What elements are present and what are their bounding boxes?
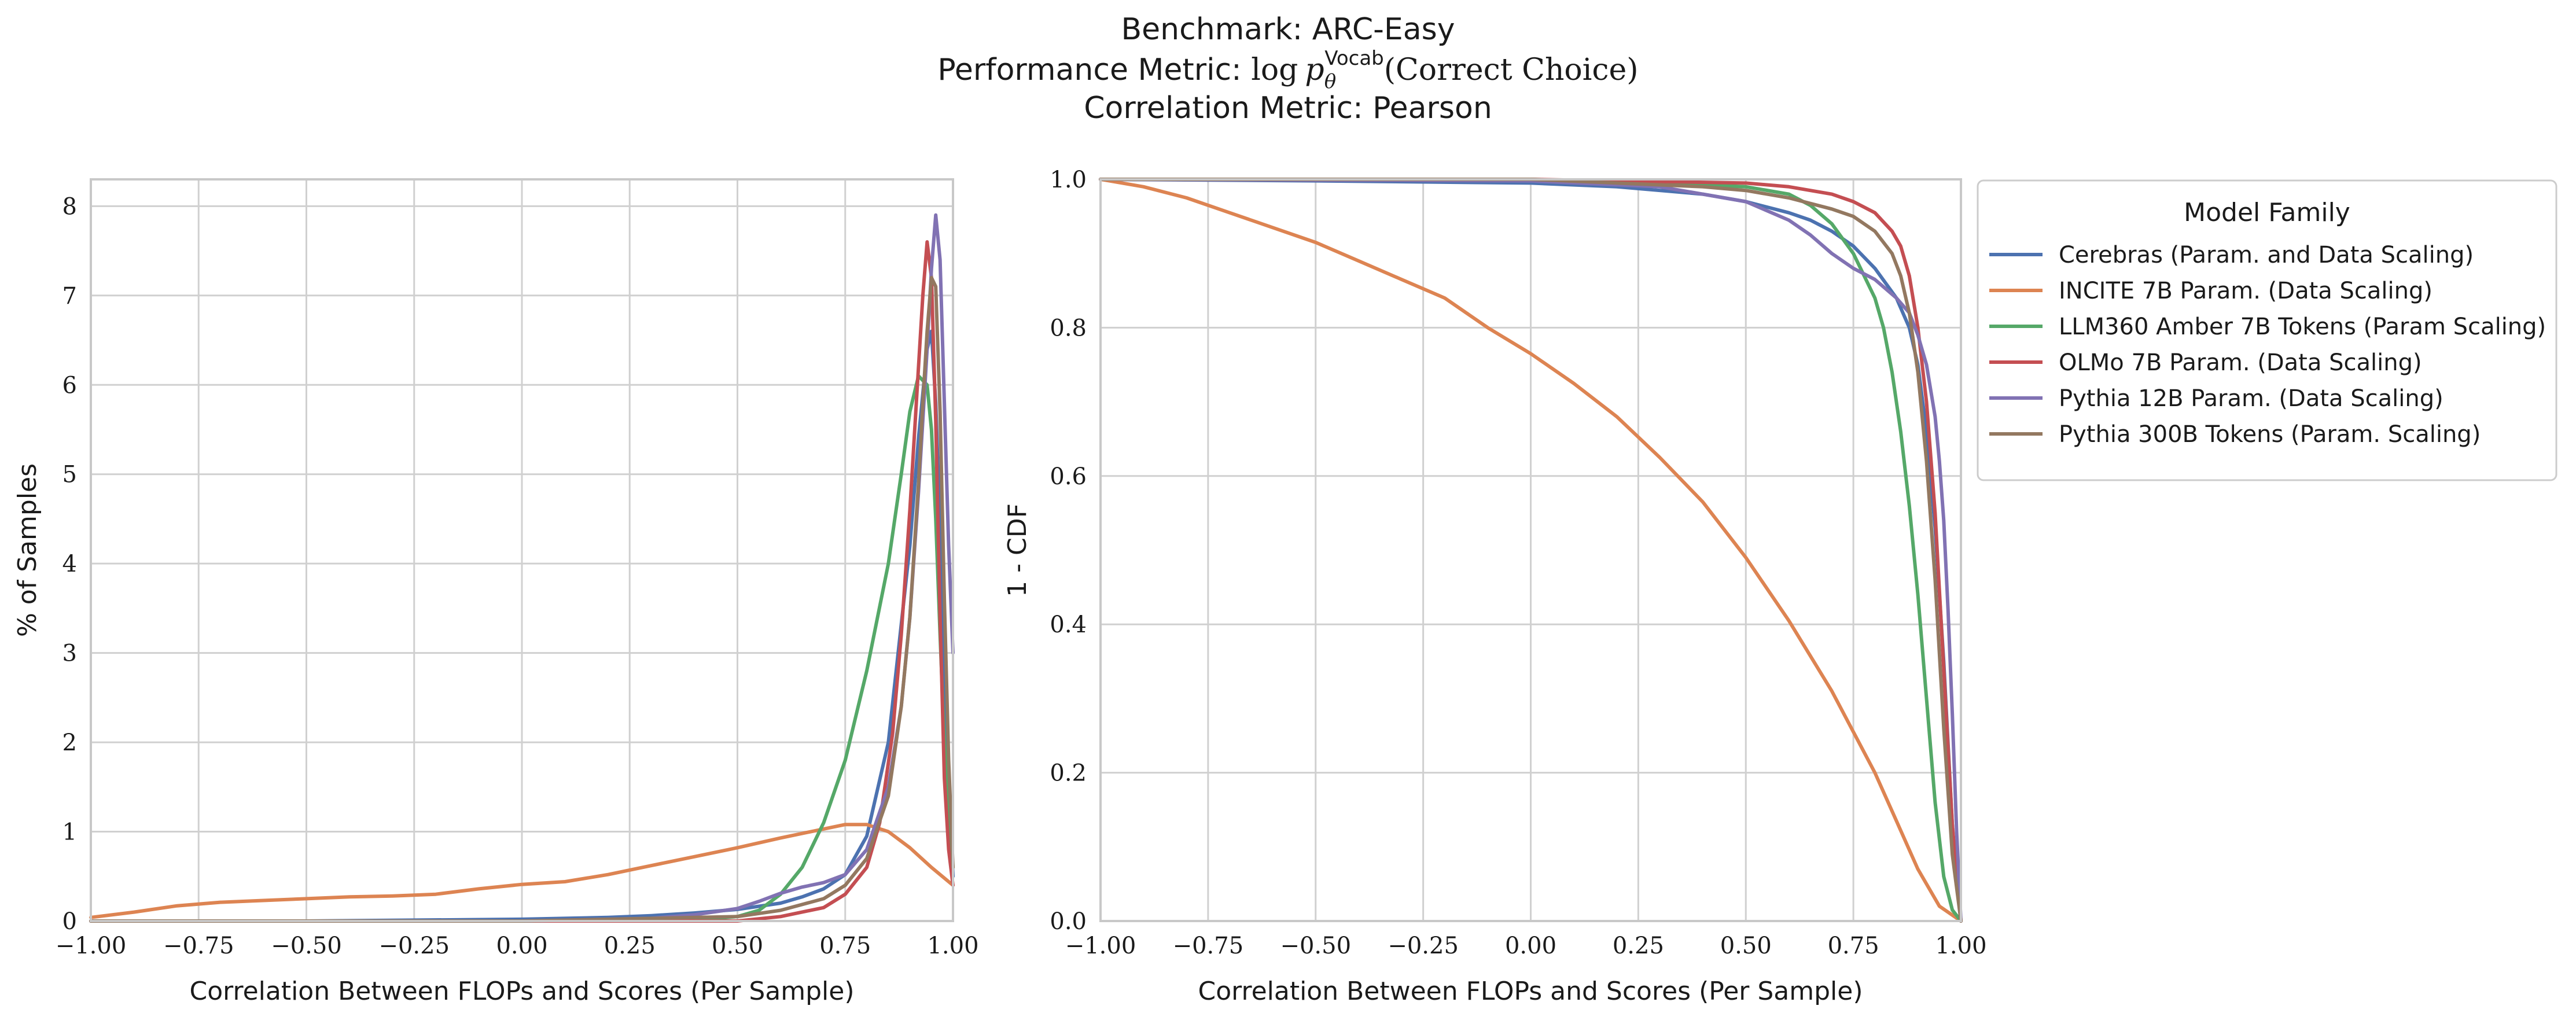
legend: Model Family Cerebras (Param. and Data S…	[1977, 179, 2557, 481]
survival-y-axis-label: 1 - CDF	[1003, 503, 1032, 597]
survival-series-group	[1099, 178, 1963, 923]
kde-y-tick-label: 2	[62, 730, 77, 756]
kde-axes-frame	[90, 178, 954, 922]
kde-x-tick-labels: −1.00 −0.75 −0.50 −0.25 0.00 0.25 0.50 0.75 1.00	[56, 933, 979, 959]
kde-series-pythia300b	[89, 275, 955, 923]
kde-series-incite	[89, 823, 955, 919]
kde-y-tick-label: 0	[62, 908, 77, 935]
survival-series-llm360	[1099, 178, 1963, 923]
survival-x-tick-labels: −1.00 −0.75 −0.50 −0.25 0.00 0.25 0.50 0.75 1.00	[1065, 933, 1987, 959]
legend-entry-pythia12b: Pythia 12B Param. (Data Scaling)	[2059, 385, 2443, 412]
kde-y-tick-label: 8	[62, 193, 77, 220]
title-benchmark: Benchmark: ARC-Easy	[1121, 12, 1455, 47]
kde-x-tick-label: −0.50	[271, 933, 342, 959]
kde-y-tick-label: 3	[62, 640, 77, 667]
kde-x-axis-label: Correlation Between FLOPs and Scores (Pe…	[189, 977, 854, 1006]
kde-x-tick-label: 1.00	[927, 933, 978, 959]
survival-x-tick-label: 0.00	[1505, 933, 1556, 959]
kde-y-tick-label: 6	[62, 372, 77, 399]
legend-frame	[1977, 179, 2557, 481]
legend-entry-pythia300b: Pythia 300B Tokens (Param. Scaling)	[2059, 421, 2481, 448]
survival-x-tick-label: −0.25	[1388, 933, 1459, 959]
survival-x-tick-label: 0.50	[1720, 933, 1772, 959]
survival-series-olmo	[1099, 178, 1963, 923]
survival-x-axis-label: Correlation Between FLOPs and Scores (Pe…	[1198, 977, 1863, 1006]
kde-series-group	[89, 213, 955, 923]
kde-panel: −1.00 −0.75 −0.50 −0.25 0.00 0.25 0.50 0.75 1.00…	[13, 178, 979, 1006]
survival-y-tick-label: 1.0	[1050, 167, 1087, 193]
kde-series-pythia12b	[89, 213, 955, 923]
survival-axes-frame	[1099, 178, 1962, 922]
survival-series-incite	[1099, 178, 1963, 923]
legend-entry-cerebras: Cerebras (Param. and Data Scaling)	[2059, 242, 2474, 268]
kde-series-olmo	[89, 240, 955, 923]
survival-y-tick-label: 0.4	[1050, 612, 1087, 638]
kde-x-tick-label: −0.75	[163, 933, 234, 959]
survival-x-tick-label: 0.25	[1613, 933, 1664, 959]
legend-entry-incite: INCITE 7B Param. (Data Scaling)	[2059, 278, 2433, 304]
kde-y-tick-label: 4	[62, 551, 77, 577]
survival-x-tick-label: −0.50	[1280, 933, 1351, 959]
kde-y-tick-label: 5	[62, 462, 77, 488]
kde-y-tick-label: 7	[62, 283, 77, 310]
legend-title: Model Family	[2184, 198, 2350, 227]
kde-y-axis-label: % of Samples	[13, 463, 42, 637]
survival-y-tick-label: 0.8	[1050, 315, 1087, 341]
kde-x-tick-label: 0.75	[819, 933, 871, 959]
survival-x-tick-label: 1.00	[1935, 933, 1986, 959]
survival-x-tick-label: 0.75	[1828, 933, 1879, 959]
survival-x-tick-label: −0.75	[1173, 933, 1244, 959]
kde-y-tick-labels: 0 1 2 3 4 5 6 7 8	[62, 193, 77, 935]
kde-x-tick-label: −1.00	[56, 933, 127, 959]
survival-y-tick-label: 0.0	[1050, 908, 1087, 935]
legend-items: Cerebras (Param. and Data Scaling) INCITE…	[1989, 242, 2546, 448]
survival-series-pythia12b	[1099, 178, 1963, 923]
survival-y-tick-label: 0.2	[1050, 760, 1087, 787]
kde-x-tick-label: 0.00	[496, 933, 547, 959]
survival-x-tick-label: −1.00	[1065, 933, 1136, 959]
survival-y-tick-label: 0.6	[1050, 463, 1087, 490]
kde-x-tick-label: −0.25	[378, 933, 450, 959]
survival-y-tick-labels: 0.0 0.2 0.4 0.6 0.8 1.0	[1050, 167, 1087, 935]
title-correlation: Correlation Metric: Pearson	[1084, 91, 1492, 126]
survival-panel: −1.00 −0.75 −0.50 −0.25 0.00 0.25 0.50 0.75 1.00…	[1003, 167, 1987, 1006]
figure-title: Benchmark: ARC-Easy Performance Metric: …	[937, 12, 1638, 126]
legend-entry-llm360: LLM360 Amber 7B Tokens (Param Scaling)	[2059, 314, 2546, 340]
title-metric: Performance Metric: log pθVocab(Correct C…	[937, 47, 1638, 93]
survival-series-pythia300b	[1099, 178, 1963, 923]
kde-x-tick-label: 0.50	[712, 933, 763, 959]
legend-entry-olmo: OLMo 7B Param. (Data Scaling)	[2059, 349, 2422, 376]
kde-x-tick-label: 0.25	[604, 933, 656, 959]
kde-y-tick-label: 1	[62, 819, 77, 846]
